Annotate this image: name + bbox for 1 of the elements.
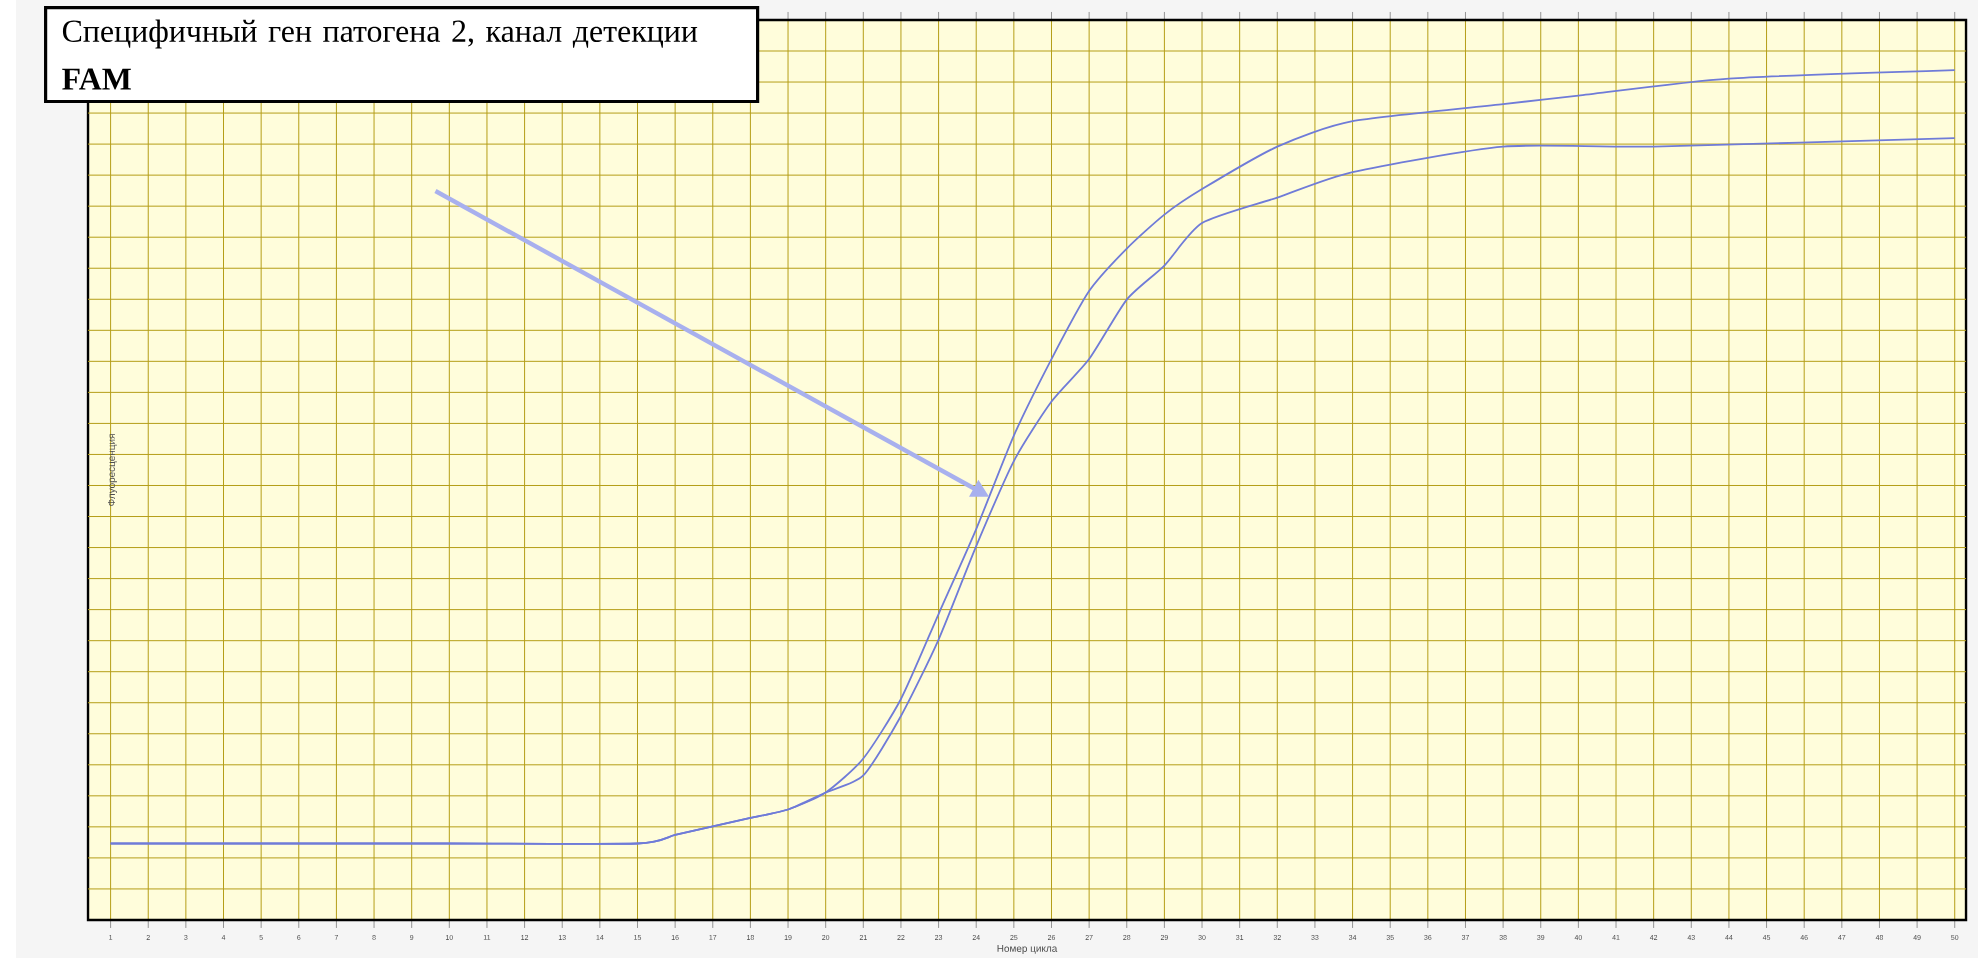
annotation: Специфичный ген патогена 2, канал детекции FAM [62,19,698,90]
